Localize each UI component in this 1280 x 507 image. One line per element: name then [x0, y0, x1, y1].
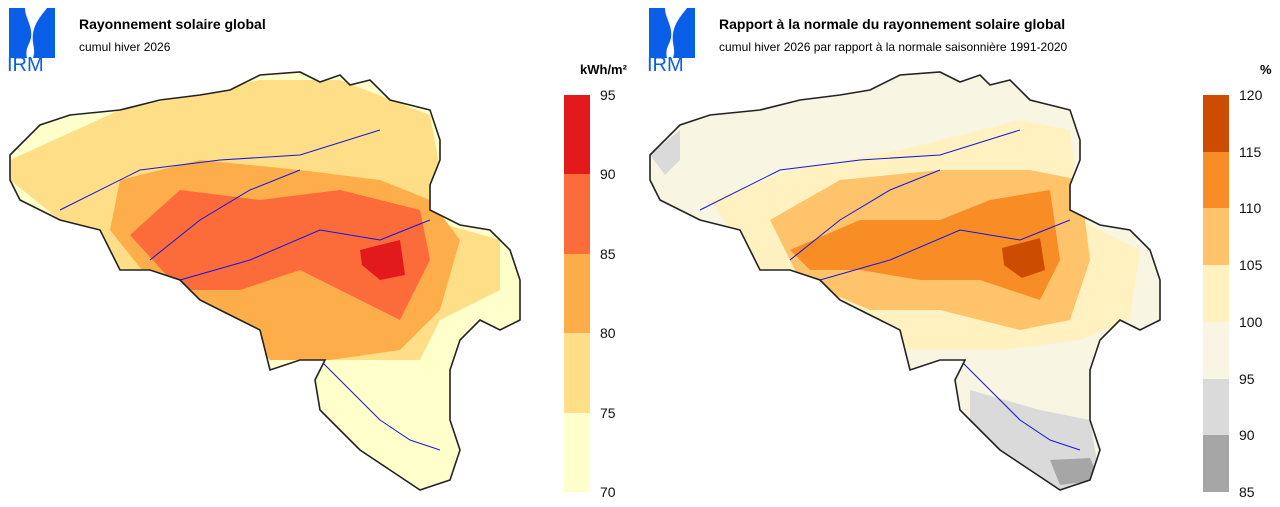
legend-tick-label: 100 — [1239, 313, 1263, 330]
legend-tick-label: 85 — [600, 245, 616, 262]
color-legend: 95 90 85 80 75 70 — [564, 87, 616, 500]
legend-tick-label: 75 — [600, 404, 616, 421]
river — [819, 219, 1071, 281]
legend-swatch — [1203, 321, 1229, 379]
legend-tick-label: 70 — [600, 484, 616, 500]
legend-swatch — [564, 412, 590, 492]
legend-swatch — [1203, 208, 1229, 266]
map-subtitle: cumul hiver 2026 par rapport à la normal… — [719, 40, 1068, 54]
legend-tick-label: 120 — [1239, 87, 1263, 103]
panel-ratio-to-normal: IRM Rapport à la normale du rayonnement … — [640, 0, 1280, 507]
river — [149, 169, 301, 261]
map-subtitle: cumul hiver 2026 — [79, 40, 171, 54]
svg-text:IRM: IRM — [7, 54, 44, 72]
legend-tick-label: 115 — [1239, 143, 1262, 160]
legend-swatch — [564, 174, 590, 254]
legend-tick-label: 95 — [1239, 370, 1255, 387]
legend-unit: % — [1260, 62, 1272, 77]
value-zone — [650, 130, 680, 175]
color-legend: 120 115 110 105 100 95 90 85 — [1203, 87, 1262, 500]
legend-swatch — [564, 95, 590, 175]
legend-tick-label: 80 — [600, 325, 616, 342]
map-title: Rapport à la normale du rayonnement sola… — [719, 16, 1066, 32]
legend-swatch — [1203, 265, 1229, 322]
value-zone — [130, 190, 430, 320]
river — [959, 359, 1081, 451]
value-zone — [1050, 458, 1100, 485]
legend-swatch — [1203, 95, 1229, 152]
river — [789, 169, 941, 261]
country-border — [649, 71, 1161, 491]
value-zone — [1002, 238, 1045, 278]
irm-logo: IRM — [647, 8, 695, 72]
legend-swatch — [1203, 378, 1229, 436]
belgium-map — [649, 71, 1161, 491]
legend-tick-label: 95 — [600, 87, 616, 103]
panel-solar-radiation: IRM Rayonnement solaire global cumul hiv… — [7, 8, 627, 500]
belgium-map — [9, 71, 521, 491]
legend-swatch — [564, 333, 590, 413]
legend-unit: kWh/m² — [580, 62, 627, 77]
legend-swatch — [564, 253, 590, 334]
irm-logo: IRM — [7, 8, 55, 72]
svg-text:IRM: IRM — [647, 54, 684, 72]
legend-swatch — [1203, 151, 1229, 209]
legend-swatch — [1203, 435, 1229, 492]
legend-tick-label: 90 — [600, 166, 616, 183]
river — [319, 359, 441, 451]
country-border — [9, 71, 521, 491]
legend-tick-label: 110 — [1239, 200, 1262, 217]
legend-tick-label: 90 — [1239, 427, 1255, 444]
value-zone — [360, 240, 405, 280]
map-title: Rayonnement solaire global — [79, 16, 266, 32]
legend-tick-label: 105 — [1239, 257, 1263, 274]
river — [59, 129, 381, 211]
river — [699, 129, 1021, 211]
legend-tick-label: 85 — [1239, 484, 1255, 500]
river — [179, 219, 431, 281]
